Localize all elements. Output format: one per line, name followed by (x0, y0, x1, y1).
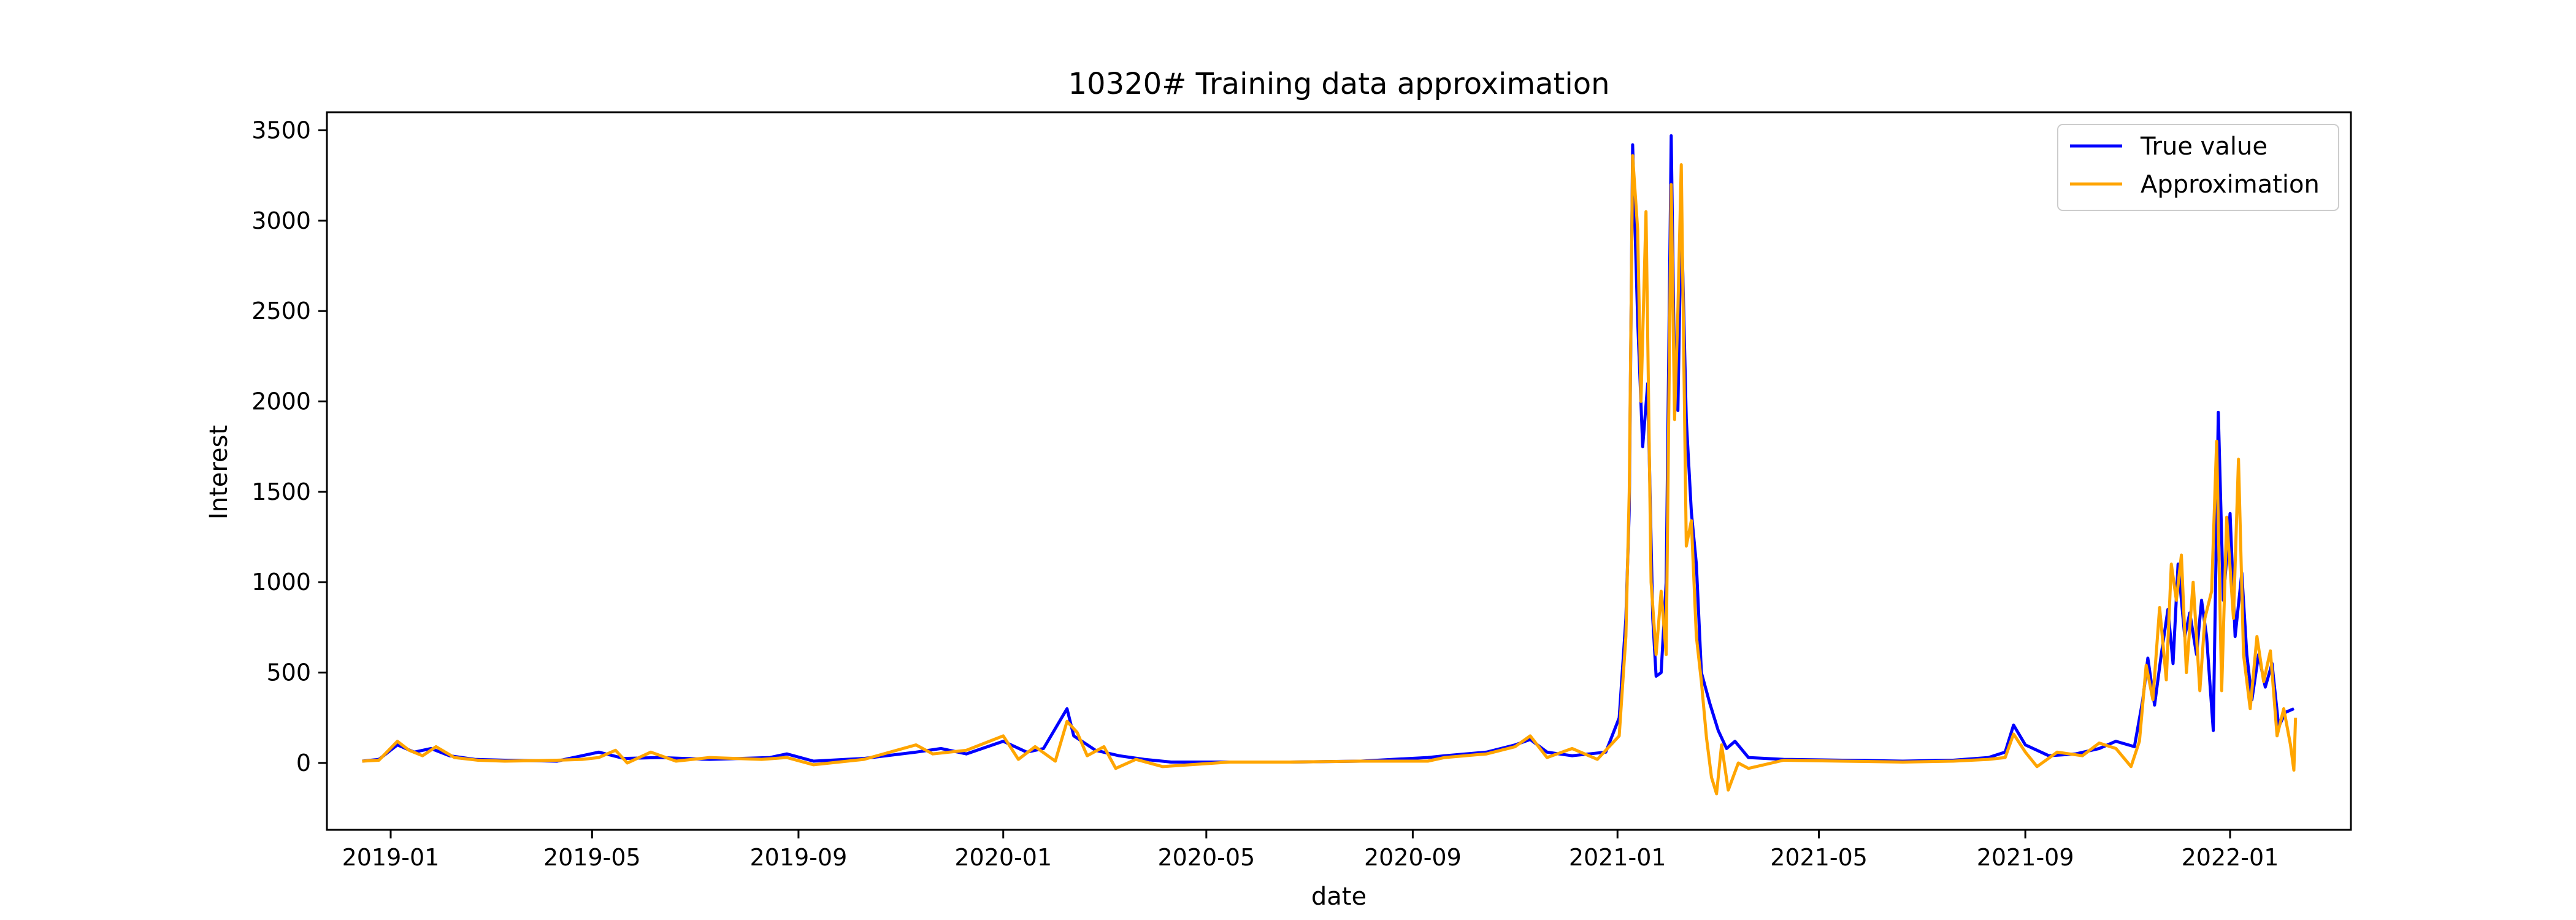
x-tick-label: 2020-01 (954, 844, 1052, 871)
y-tick-label: 2000 (251, 388, 311, 415)
x-tick-label: 2021-05 (1770, 844, 1868, 871)
y-axis: 0 500 1000 1500 2000 2500 3000 3500 (251, 117, 327, 776)
x-tick-label: 2021-09 (1977, 844, 2074, 871)
x-tick-label: 2019-05 (543, 844, 641, 871)
x-tick-label: 2020-09 (1364, 844, 1462, 871)
y-tick-label: 2500 (251, 297, 311, 324)
legend-label-true-value: True value (2140, 132, 2267, 161)
y-tick-label: 0 (296, 749, 311, 776)
y-tick-label: 500 (266, 659, 311, 686)
legend-label-approximation: Approximation (2141, 171, 2320, 199)
y-tick-label: 1000 (251, 569, 311, 596)
y-tick-label: 3500 (251, 117, 311, 144)
series-lines (362, 134, 2298, 795)
y-axis-label: Interest (205, 425, 233, 519)
x-tick-label: 2021-01 (1569, 844, 1666, 871)
series-line-approximation (362, 154, 2298, 795)
x-tick-label: 2022-01 (2182, 844, 2279, 871)
x-tick-label: 2019-09 (750, 844, 848, 871)
plot-frame (326, 111, 2352, 831)
x-tick-label: 2020-05 (1157, 844, 1255, 871)
x-tick-label: 2019-01 (342, 844, 440, 871)
x-axis-label: date (1311, 883, 1367, 911)
y-tick-label: 1500 (251, 478, 311, 505)
legend: True value Approximation (2057, 124, 2339, 211)
y-tick-label: 3000 (251, 207, 311, 234)
legend-box (2057, 124, 2339, 211)
chart-title: 10320# Training data approximation (1068, 67, 1610, 101)
x-axis: 2019-01 2019-05 2019-09 2020-01 2020-05 2020-… (342, 830, 2279, 871)
